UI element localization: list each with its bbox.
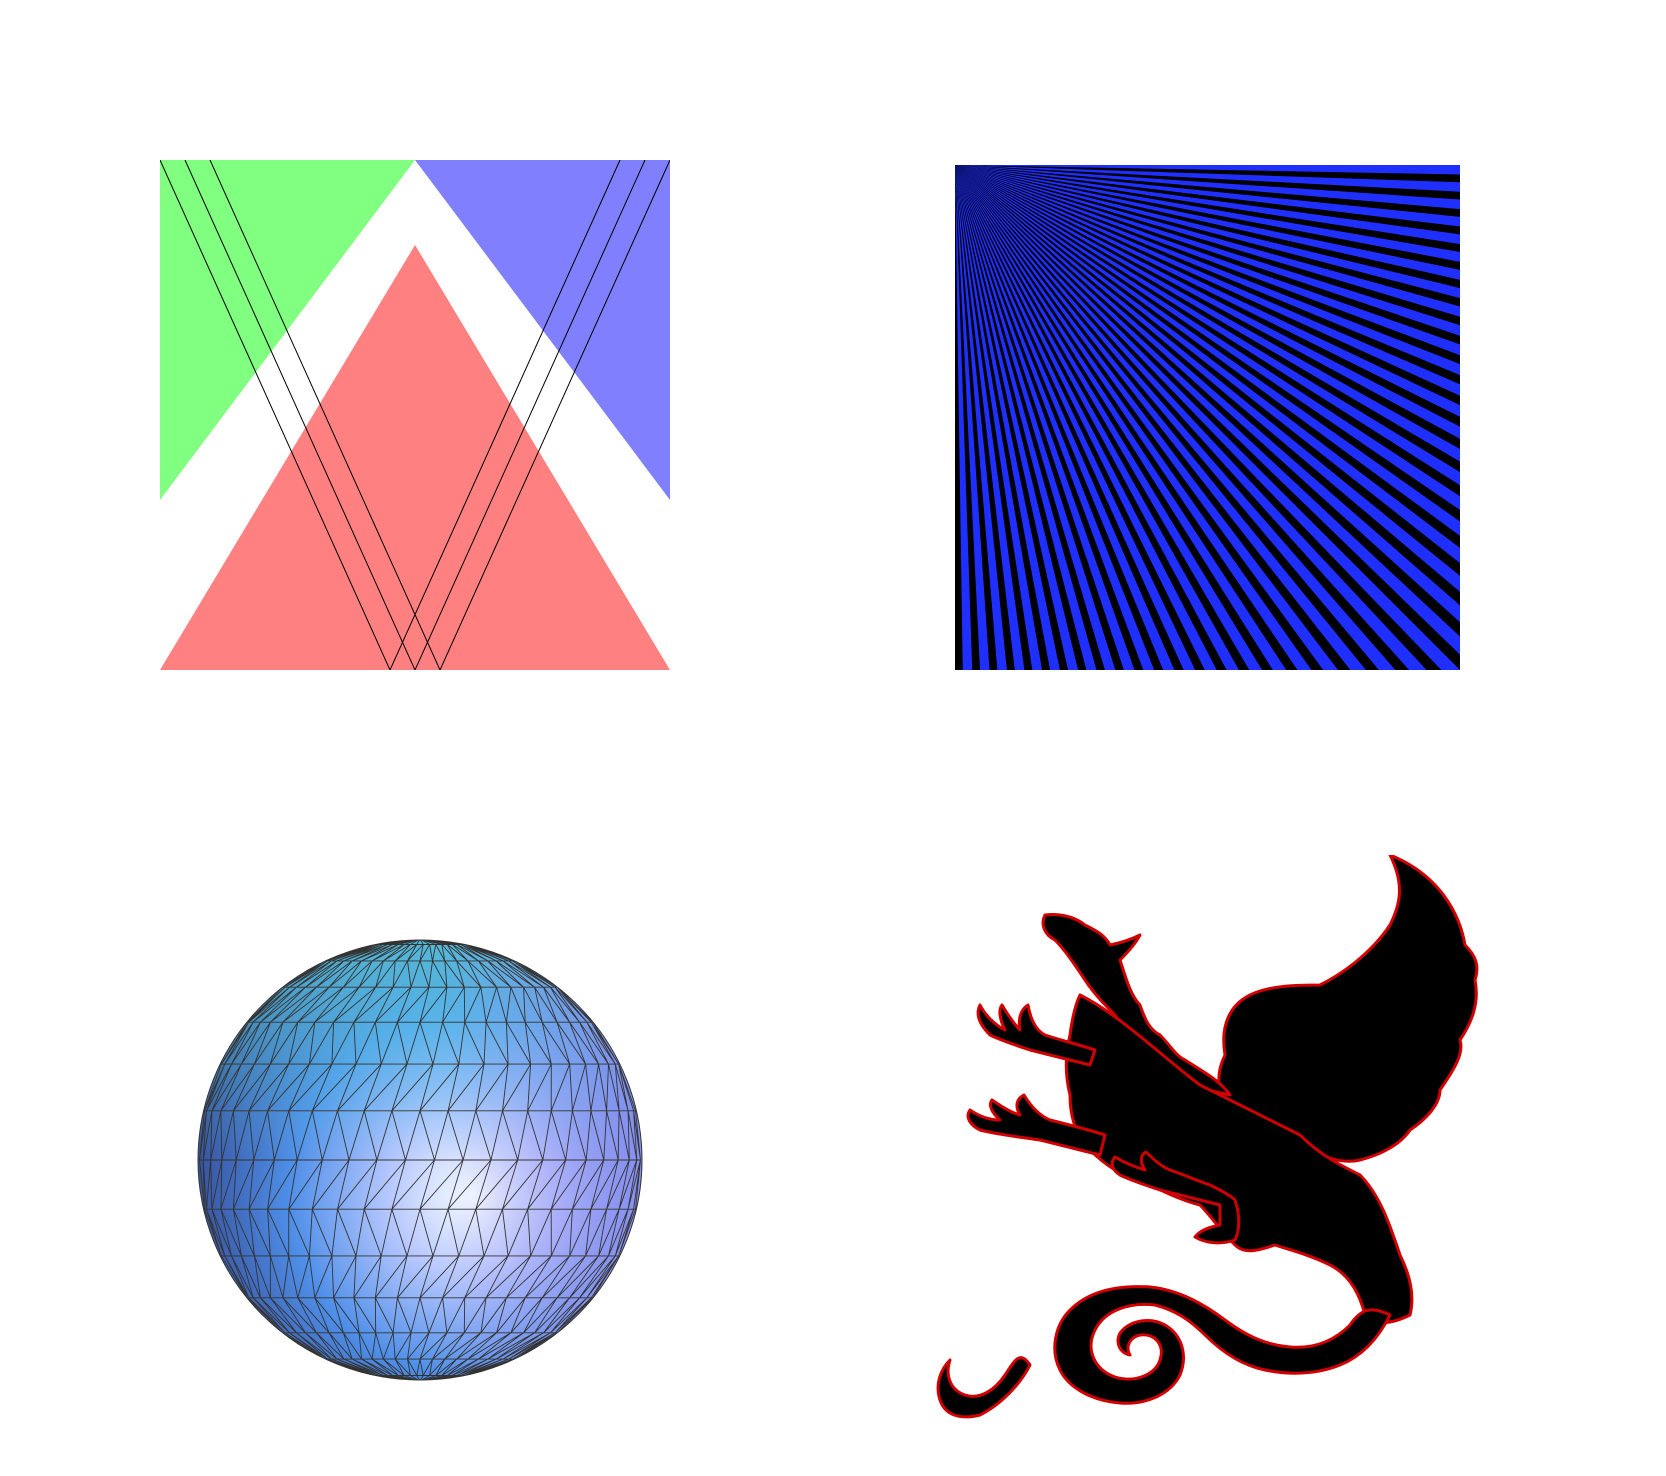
stripe [955, 165, 1460, 262]
stripe [955, 165, 1460, 536]
stripe [955, 165, 1460, 299]
stripe [955, 165, 1460, 280]
stripe [955, 165, 1116, 670]
sphere-figure [195, 935, 645, 1385]
triangulated-sphere-figure [197, 939, 643, 1381]
dragon-figure [920, 855, 1490, 1455]
dragon-head [1041, 913, 1232, 1097]
stripe [955, 165, 1460, 510]
stripe [955, 165, 1460, 462]
stripe [955, 165, 1312, 670]
dragon-silhouette-figure [936, 855, 1479, 1419]
stripe [955, 165, 1338, 670]
stripe [955, 165, 1460, 592]
stripe [955, 165, 1460, 486]
stripe [955, 165, 1366, 670]
stripe [955, 165, 1460, 439]
stripe [955, 165, 1287, 670]
dragon-tail-tip [936, 1356, 1032, 1419]
dragon-foreleg-lower [966, 1093, 1107, 1157]
stripe [955, 165, 1460, 336]
stripes-figure [955, 165, 1460, 670]
stripe [955, 165, 1460, 655]
stripe [955, 165, 1239, 670]
stripe [955, 165, 1460, 417]
sphere-mesh-lines [199, 940, 641, 1380]
stripe [955, 165, 1460, 564]
dragon-hind-leg [1110, 1150, 1241, 1245]
triangles-figure [160, 160, 670, 670]
dragon-tail [1053, 1285, 1392, 1405]
red-triangle [160, 245, 670, 670]
stripe [955, 165, 1460, 317]
stripe [955, 165, 1460, 245]
radial-stripes-figure [955, 165, 1460, 670]
overlapping-triangles-figure [160, 160, 670, 670]
stripe [955, 165, 1460, 396]
sphere-mesh [199, 940, 641, 1380]
stripe [955, 165, 1460, 670]
stripe [955, 165, 1263, 670]
stripe [955, 165, 1460, 623]
diagonal-lines [160, 160, 670, 670]
dragon-foreleg-upper [976, 1003, 1097, 1067]
